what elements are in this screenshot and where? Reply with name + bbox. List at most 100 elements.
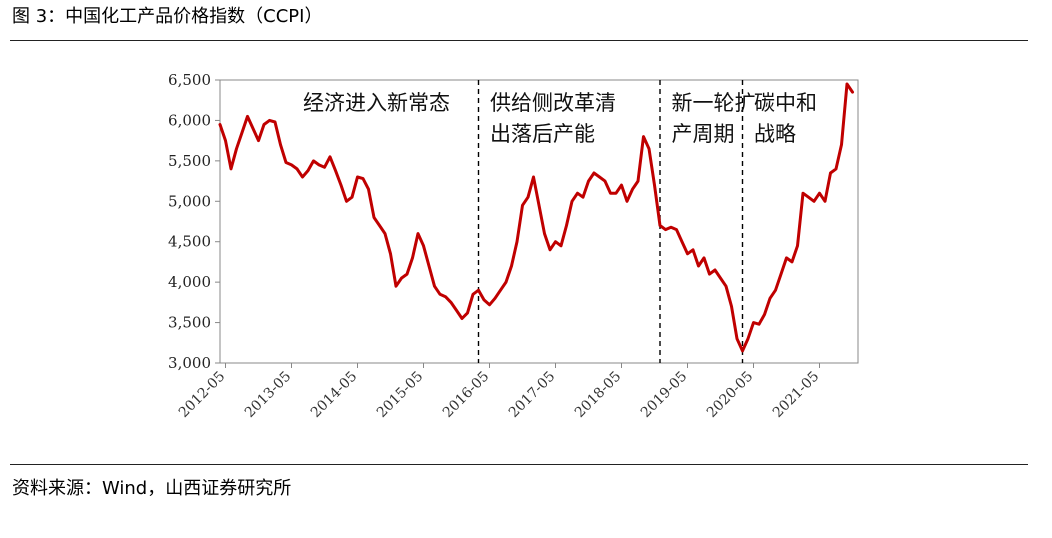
- ccpi-data-point: [790, 260, 794, 264]
- ccpi-data-point: [845, 82, 849, 86]
- ccpi-data-point: [378, 224, 381, 227]
- ccpi-data-point: [290, 163, 293, 167]
- ccpi-data-point: [570, 200, 574, 203]
- ccpi-data-point: [620, 183, 623, 187]
- x-tick-label: 2020-05: [704, 369, 756, 421]
- ccpi-data-point: [669, 226, 673, 229]
- phase-label: 经济进入新常态: [303, 91, 450, 115]
- x-tick-label: 2014-05: [308, 369, 360, 421]
- ccpi-data-point: [521, 204, 524, 207]
- ccpi-data-point: [268, 119, 271, 122]
- y-tick-label: 3,500: [168, 314, 211, 332]
- ccpi-data-point: [807, 196, 810, 199]
- ccpi-data-point: [411, 256, 414, 260]
- ccpi-data-point: [735, 337, 739, 340]
- x-tick-labels: 2012-05 2013-05 2014-05 2015-05 2016-05 2017-…: [176, 369, 822, 421]
- ccpi-data-point: [697, 264, 700, 268]
- ccpi-data-point: [504, 280, 508, 284]
- x-tick-label: 2019-05: [638, 369, 690, 421]
- bottom-rule: [10, 464, 1028, 465]
- ccpi-data-point: [477, 289, 480, 292]
- ccpi-data-point: [433, 285, 436, 288]
- ccpi-data-point: [642, 135, 645, 138]
- ccpi-data-point: [840, 143, 843, 146]
- ccpi-data-point: [576, 192, 579, 195]
- ccpi-data-point: [367, 188, 370, 191]
- plot-frame: [219, 79, 859, 364]
- ccpi-data-point: [532, 175, 535, 179]
- ccpi-data-point: [493, 297, 497, 300]
- top-rule: [10, 40, 1028, 41]
- source-note: 资料来源：Wind，山西证券研究所: [12, 478, 292, 499]
- ccpi-data-point: [345, 200, 348, 203]
- ccpi-data-point: [334, 169, 337, 172]
- ccpi-data-point: [361, 177, 365, 180]
- ccpi-data-point: [218, 123, 222, 126]
- ccpi-data-point: [768, 297, 772, 300]
- ccpi-data-point: [499, 289, 502, 292]
- y-tick-label: 4,500: [168, 233, 211, 251]
- x-tick-label: 2021-05: [770, 369, 822, 421]
- phase-label: 产周期: [672, 122, 735, 146]
- ccpi-data-point: [658, 224, 662, 227]
- ccpi-data-point: [741, 349, 744, 353]
- ccpi-data-point: [323, 166, 326, 169]
- ccpi-data-point: [592, 171, 596, 175]
- y-tick-label: 6,000: [168, 111, 211, 129]
- ccpi-data-point: [614, 192, 618, 195]
- ccpi-data-point: [823, 200, 827, 203]
- ccpi-data-point: [235, 147, 238, 150]
- ccpi-data-point: [394, 285, 398, 288]
- ccpi-data-point: [581, 196, 585, 199]
- ccpi-data-point: [229, 167, 233, 171]
- ccpi-data-point: [554, 240, 557, 243]
- ccpi-data-point: [460, 317, 464, 320]
- ccpi-data-point: [273, 120, 277, 124]
- ccpi-data-point: [636, 179, 640, 183]
- ccpi-data-point: [295, 167, 299, 171]
- ccpi-data-point: [851, 90, 854, 94]
- ccpi-data-point: [438, 293, 442, 296]
- y-tick-label: 4,000: [168, 273, 211, 291]
- ccpi-data-point: [389, 252, 392, 255]
- ccpi-data-point: [598, 175, 601, 179]
- ccpi-data-point: [719, 276, 722, 280]
- ccpi-data-point: [537, 204, 541, 207]
- ccpi-data-point: [301, 175, 304, 179]
- ccpi-data-point: [647, 147, 651, 150]
- x-tick-label: 2018-05: [572, 369, 624, 421]
- phase-dividers: [477, 80, 744, 363]
- ccpi-data-point: [609, 192, 612, 195]
- ccpi-series-line: [218, 82, 854, 353]
- ccpi-data-point: [543, 232, 546, 235]
- phase-label: 碳中和: [754, 91, 817, 115]
- ccpi-data-point: [328, 155, 332, 158]
- axes: [215, 79, 859, 368]
- ccpi-data-point: [752, 321, 755, 324]
- ccpi-data-point: [724, 285, 728, 288]
- phase-label: 供给侧改革清: [490, 91, 616, 115]
- ccpi-data-point: [757, 323, 761, 326]
- y-tick-label: 5,500: [168, 152, 211, 170]
- ccpi-data-point: [405, 272, 409, 276]
- x-tick-label: 2017-05: [506, 369, 558, 421]
- ccpi-data-point: [356, 175, 359, 179]
- ccpi-data-point: [510, 264, 513, 268]
- ccpi-data-point: [488, 303, 491, 306]
- ccpi-data-point: [515, 240, 519, 243]
- ccpi-data-point: [702, 256, 706, 260]
- series-layer: [218, 82, 854, 353]
- ccpi-data-point: [372, 216, 376, 219]
- ccpi-data-point: [548, 248, 552, 251]
- x-tick-label: 2016-05: [440, 369, 492, 421]
- ccpi-data-point: [812, 200, 816, 203]
- ccpi-data-point: [785, 256, 788, 260]
- ccpi-data-point: [587, 179, 590, 183]
- ccpi-data-point: [713, 268, 717, 272]
- x-tick-label: 2012-05: [176, 369, 228, 421]
- ccpi-data-point: [262, 123, 266, 126]
- ccpi-data-point: [284, 161, 288, 164]
- ccpi-data-point: [708, 272, 711, 276]
- ccpi-data-point: [801, 192, 805, 195]
